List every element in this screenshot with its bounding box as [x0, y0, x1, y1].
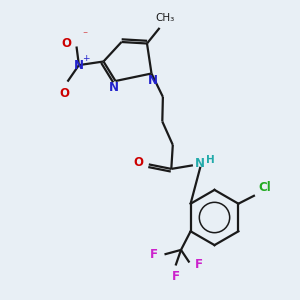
Text: O: O	[61, 37, 71, 50]
Text: O: O	[59, 87, 70, 100]
Text: H: H	[206, 155, 214, 165]
Text: F: F	[172, 270, 180, 283]
Text: F: F	[195, 258, 203, 272]
Text: ⁻: ⁻	[82, 31, 88, 40]
Text: O: O	[134, 156, 143, 170]
Text: CH₃: CH₃	[155, 14, 175, 23]
Text: +: +	[82, 54, 89, 63]
Text: N: N	[148, 74, 158, 87]
Text: F: F	[150, 248, 158, 261]
Text: N: N	[74, 58, 84, 72]
Text: Cl: Cl	[258, 181, 271, 194]
Text: N: N	[109, 81, 119, 94]
Text: N: N	[195, 157, 205, 170]
